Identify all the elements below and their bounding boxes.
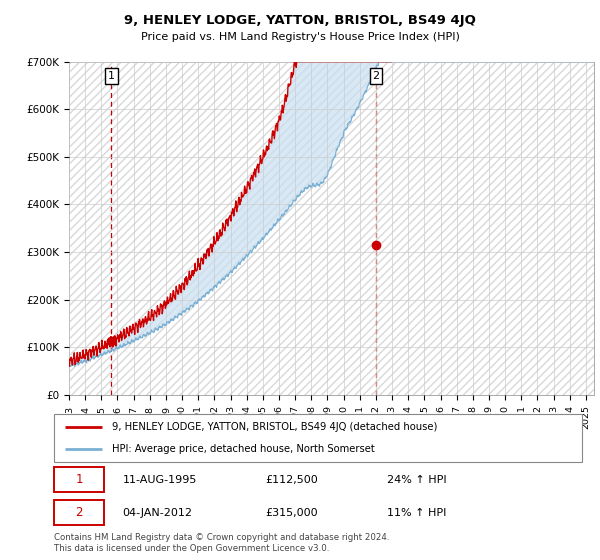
Text: HPI: Average price, detached house, North Somerset: HPI: Average price, detached house, Nort… [112, 444, 375, 454]
Text: £315,000: £315,000 [265, 508, 318, 517]
Text: Price paid vs. HM Land Registry's House Price Index (HPI): Price paid vs. HM Land Registry's House … [140, 32, 460, 43]
Text: 1: 1 [76, 473, 83, 486]
Text: £112,500: £112,500 [265, 475, 318, 484]
Text: 9, HENLEY LODGE, YATTON, BRISTOL, BS49 4JQ (detached house): 9, HENLEY LODGE, YATTON, BRISTOL, BS49 4… [112, 422, 437, 432]
Text: 04-JAN-2012: 04-JAN-2012 [122, 508, 193, 517]
Text: 11-AUG-1995: 11-AUG-1995 [122, 475, 197, 484]
Text: 24% ↑ HPI: 24% ↑ HPI [386, 475, 446, 484]
Text: 9, HENLEY LODGE, YATTON, BRISTOL, BS49 4JQ: 9, HENLEY LODGE, YATTON, BRISTOL, BS49 4… [124, 14, 476, 27]
FancyBboxPatch shape [54, 414, 582, 462]
FancyBboxPatch shape [54, 500, 104, 525]
Text: Contains HM Land Registry data © Crown copyright and database right 2024.
This d: Contains HM Land Registry data © Crown c… [54, 533, 389, 553]
Text: 1: 1 [108, 71, 115, 81]
Text: 2: 2 [76, 506, 83, 519]
FancyBboxPatch shape [54, 467, 104, 492]
Text: 2: 2 [373, 71, 380, 81]
Text: 11% ↑ HPI: 11% ↑ HPI [386, 508, 446, 517]
